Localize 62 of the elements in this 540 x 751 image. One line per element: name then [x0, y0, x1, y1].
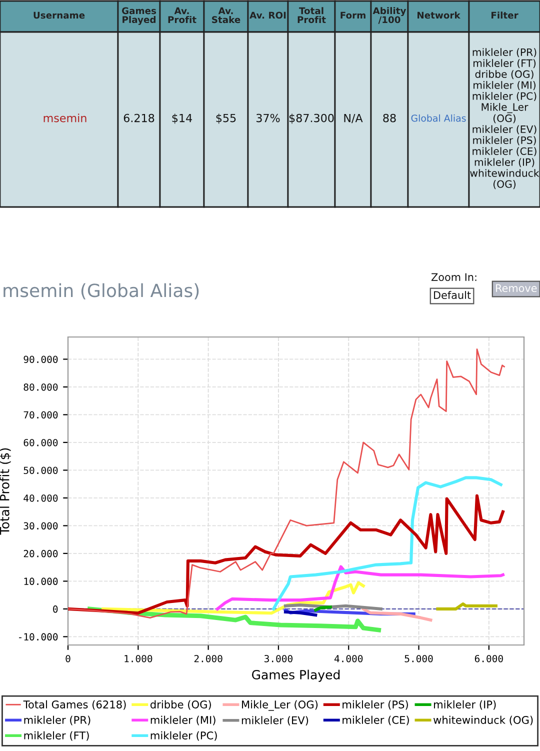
- category-label: Av. Profit: [168, 7, 196, 24]
- text: Remove: [496, 284, 537, 292]
- line-series: [102, 581, 365, 615]
- text: 88: [383, 114, 396, 122]
- line-series: [68, 494, 504, 615]
- text: $87.300: [289, 114, 334, 124]
- chart-title: msemin (Global Alias): [4, 283, 199, 300]
- line-series: [68, 348, 505, 618]
- text: Zoom In:: [431, 273, 476, 282]
- y-tick-label: -10.000: [18, 633, 58, 641]
- y-tick-label: 10.000: [24, 578, 58, 586]
- category-label: Network: [418, 12, 460, 19]
- category-label: Games Played: [122, 7, 156, 25]
- legend-label: mikleler (MI): [150, 716, 216, 726]
- category-label: Av. ROI: [250, 12, 286, 19]
- y-axis-title: Total Profit ($): [0, 448, 11, 535]
- category-label: Ability /100: [372, 7, 406, 24]
- y-tick-label: 80.000: [24, 383, 58, 391]
- text: $14: [172, 114, 192, 124]
- x-tick-label: 6.000: [474, 654, 503, 662]
- text: 37%: [256, 114, 280, 122]
- x-tick-label: 3.000: [264, 654, 292, 662]
- text: 6.218: [124, 114, 154, 122]
- legend-label: Mikle_Ler (OG): [242, 700, 318, 711]
- legend-label: mikleler (PR): [24, 716, 90, 726]
- text: $55: [216, 114, 236, 124]
- legend-label: mikleler (FT): [24, 731, 89, 741]
- y-tick-label: 60.000: [24, 438, 58, 446]
- y-tick-label: 70.000: [24, 411, 58, 419]
- y-tick-label: 0: [53, 605, 58, 613]
- line-series: [362, 607, 432, 622]
- legend-label: mikleler (PS): [342, 700, 408, 710]
- legend-label: mikleler (EV): [242, 716, 308, 726]
- legend-label: mikleler (CE): [342, 716, 409, 726]
- legend-label: dribbe (OG): [150, 700, 211, 710]
- text: N/A: [344, 114, 363, 124]
- legend-label: whitewinduck (OG): [433, 716, 533, 726]
- x-tick-label: 0: [66, 654, 70, 662]
- text: Global Alias: [411, 114, 466, 122]
- y-tick-label: 40.000: [24, 494, 58, 502]
- category-label: Form: [340, 12, 366, 19]
- y-tick-label: 20.000: [24, 550, 58, 558]
- text: mikleler (PR) mikleler (FT) dribbe (OG) mikleler (MI) mikleler (PC) Mikle_Ler (OG) mikleler (EV) mikleler (PS) mikleler (CE) mikleler (IP) whitewinduck (OG): [470, 48, 540, 190]
- category-label: Username: [34, 12, 85, 19]
- y-tick-label: 30.000: [24, 522, 58, 530]
- y-tick-label: 90.000: [24, 356, 58, 364]
- y-tick-label: 50.000: [24, 466, 58, 474]
- x-tick-label: 2.000: [194, 654, 222, 662]
- legend-label: Total Games (6218): [23, 700, 126, 710]
- line-series: [216, 565, 504, 610]
- x-tick-label: 1.000: [124, 654, 152, 662]
- category-label: Total Profit: [298, 7, 326, 24]
- x-tick-label: 5.000: [404, 654, 433, 662]
- category-label: Filter: [492, 12, 518, 19]
- legend-label: mikleler (PC): [150, 731, 217, 741]
- legend-label: mikleler (IP): [434, 700, 496, 710]
- x-tick-label: 4.000: [334, 654, 363, 662]
- line-series: [272, 476, 502, 610]
- category-label: Av. Stake: [212, 7, 240, 24]
- text: msemin: [44, 114, 86, 122]
- x-axis-title: Games Played: [252, 670, 340, 682]
- text: Default: [434, 290, 471, 300]
